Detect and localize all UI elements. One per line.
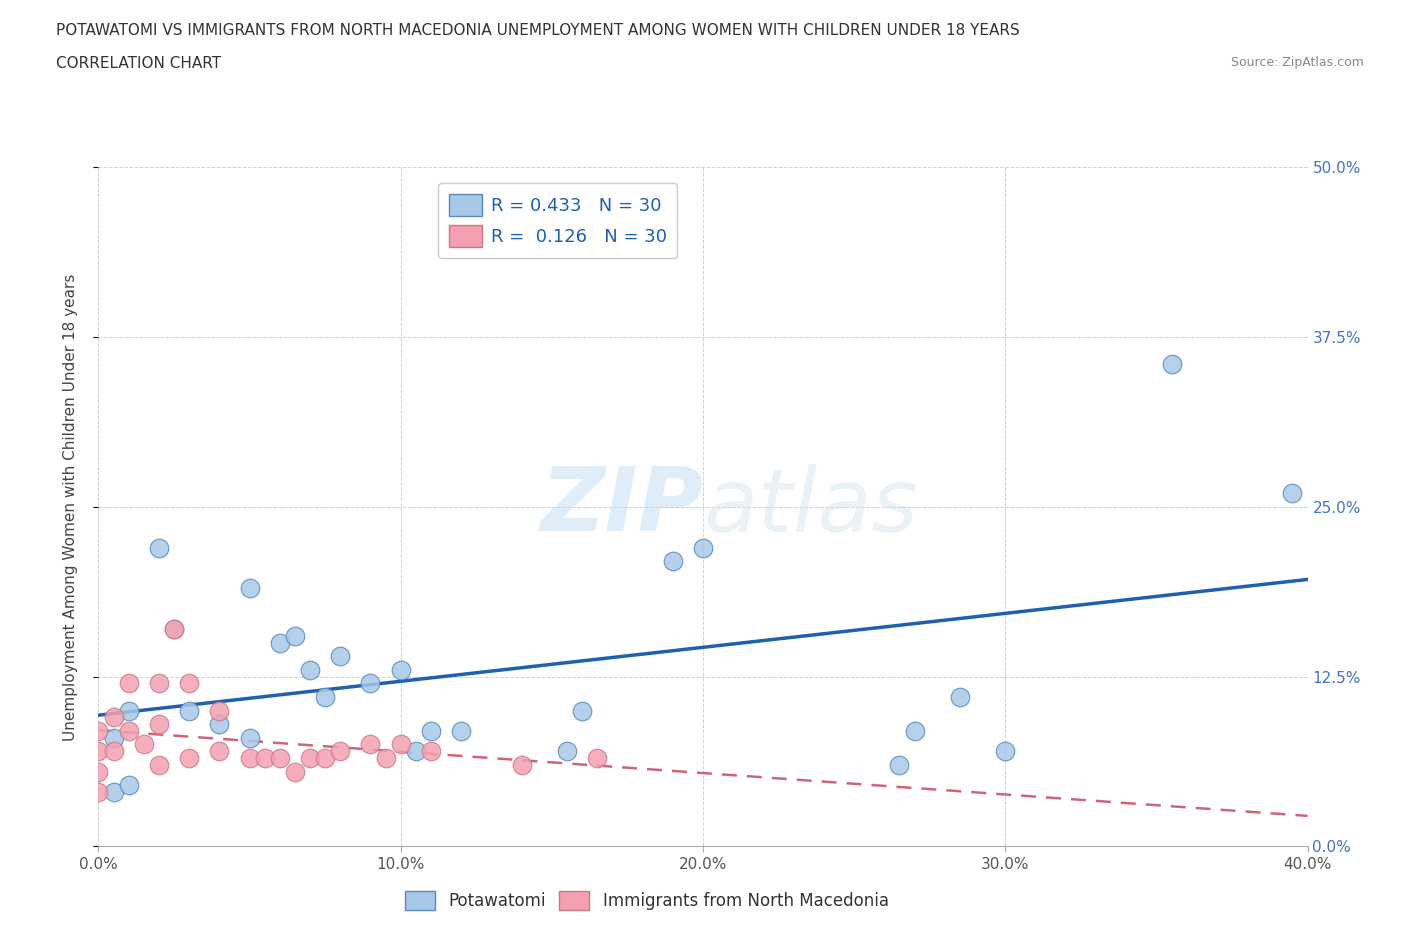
Point xyxy=(239,751,262,765)
Point xyxy=(389,737,412,752)
Point xyxy=(269,751,291,765)
Point xyxy=(329,649,352,664)
Point xyxy=(179,676,201,691)
Legend: Potawatomi, Immigrants from North Macedonia: Potawatomi, Immigrants from North Macedo… xyxy=(398,884,896,917)
Point xyxy=(163,621,186,636)
Point xyxy=(1281,485,1303,500)
Point xyxy=(118,676,141,691)
Point xyxy=(132,737,155,752)
Point xyxy=(163,621,186,636)
Point xyxy=(118,703,141,718)
Point xyxy=(904,724,927,738)
Y-axis label: Unemployment Among Women with Children Under 18 years: Unemployment Among Women with Children U… xyxy=(63,273,77,740)
Point xyxy=(253,751,276,765)
Point xyxy=(450,724,472,738)
Point xyxy=(299,662,322,677)
Point xyxy=(1160,357,1182,372)
Point xyxy=(420,744,443,759)
Point xyxy=(994,744,1017,759)
Point xyxy=(179,703,201,718)
Point xyxy=(889,757,911,772)
Text: CORRELATION CHART: CORRELATION CHART xyxy=(56,56,221,71)
Point xyxy=(314,689,336,704)
Text: ZIP: ZIP xyxy=(540,463,703,551)
Point xyxy=(360,676,382,691)
Point xyxy=(510,757,533,772)
Point xyxy=(87,785,110,800)
Point xyxy=(405,744,427,759)
Text: Source: ZipAtlas.com: Source: ZipAtlas.com xyxy=(1230,56,1364,69)
Point xyxy=(420,724,443,738)
Point xyxy=(284,629,307,644)
Point xyxy=(555,744,578,759)
Point xyxy=(103,744,125,759)
Point xyxy=(87,744,110,759)
Point xyxy=(299,751,322,765)
Text: atlas: atlas xyxy=(703,464,918,550)
Point xyxy=(239,581,262,596)
Point xyxy=(148,540,170,555)
Point xyxy=(239,730,262,745)
Point xyxy=(87,724,110,738)
Point xyxy=(208,717,231,732)
Point xyxy=(118,777,141,792)
Point xyxy=(662,553,685,568)
Point xyxy=(148,717,170,732)
Point xyxy=(208,744,231,759)
Point xyxy=(571,703,593,718)
Point xyxy=(179,751,201,765)
Point xyxy=(87,764,110,779)
Text: POTAWATOMI VS IMMIGRANTS FROM NORTH MACEDONIA UNEMPLOYMENT AMONG WOMEN WITH CHIL: POTAWATOMI VS IMMIGRANTS FROM NORTH MACE… xyxy=(56,23,1019,38)
Point xyxy=(103,710,125,724)
Point xyxy=(148,757,170,772)
Point xyxy=(949,689,972,704)
Point xyxy=(284,764,307,779)
Point xyxy=(103,785,125,800)
Point xyxy=(586,751,609,765)
Legend: R = 0.433   N = 30, R =  0.126   N = 30: R = 0.433 N = 30, R = 0.126 N = 30 xyxy=(439,183,678,258)
Point xyxy=(389,662,412,677)
Point xyxy=(269,635,291,650)
Point xyxy=(692,540,714,555)
Point xyxy=(360,737,382,752)
Point xyxy=(118,724,141,738)
Point xyxy=(103,730,125,745)
Point xyxy=(148,676,170,691)
Point xyxy=(208,703,231,718)
Point xyxy=(374,751,396,765)
Point xyxy=(329,744,352,759)
Point xyxy=(314,751,336,765)
